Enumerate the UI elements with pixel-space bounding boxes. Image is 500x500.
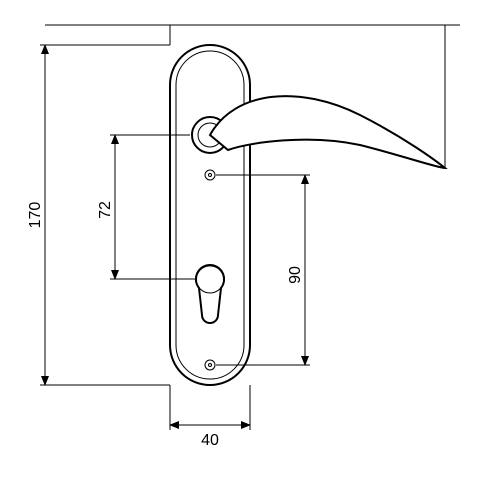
dim-90-label: 90 [287,266,304,284]
backplate [170,45,250,385]
dim-40-label: 40 [201,432,219,449]
dim-72-label: 72 [97,201,114,219]
dimension-40: 40 [170,385,250,449]
dim-170-label: 170 [27,202,44,229]
technical-drawing: 170 72 90 40 [0,0,500,500]
